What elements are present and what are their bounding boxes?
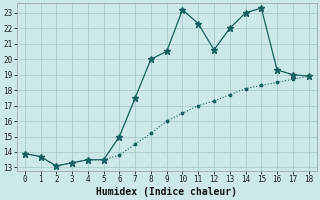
X-axis label: Humidex (Indice chaleur): Humidex (Indice chaleur) <box>96 186 237 197</box>
